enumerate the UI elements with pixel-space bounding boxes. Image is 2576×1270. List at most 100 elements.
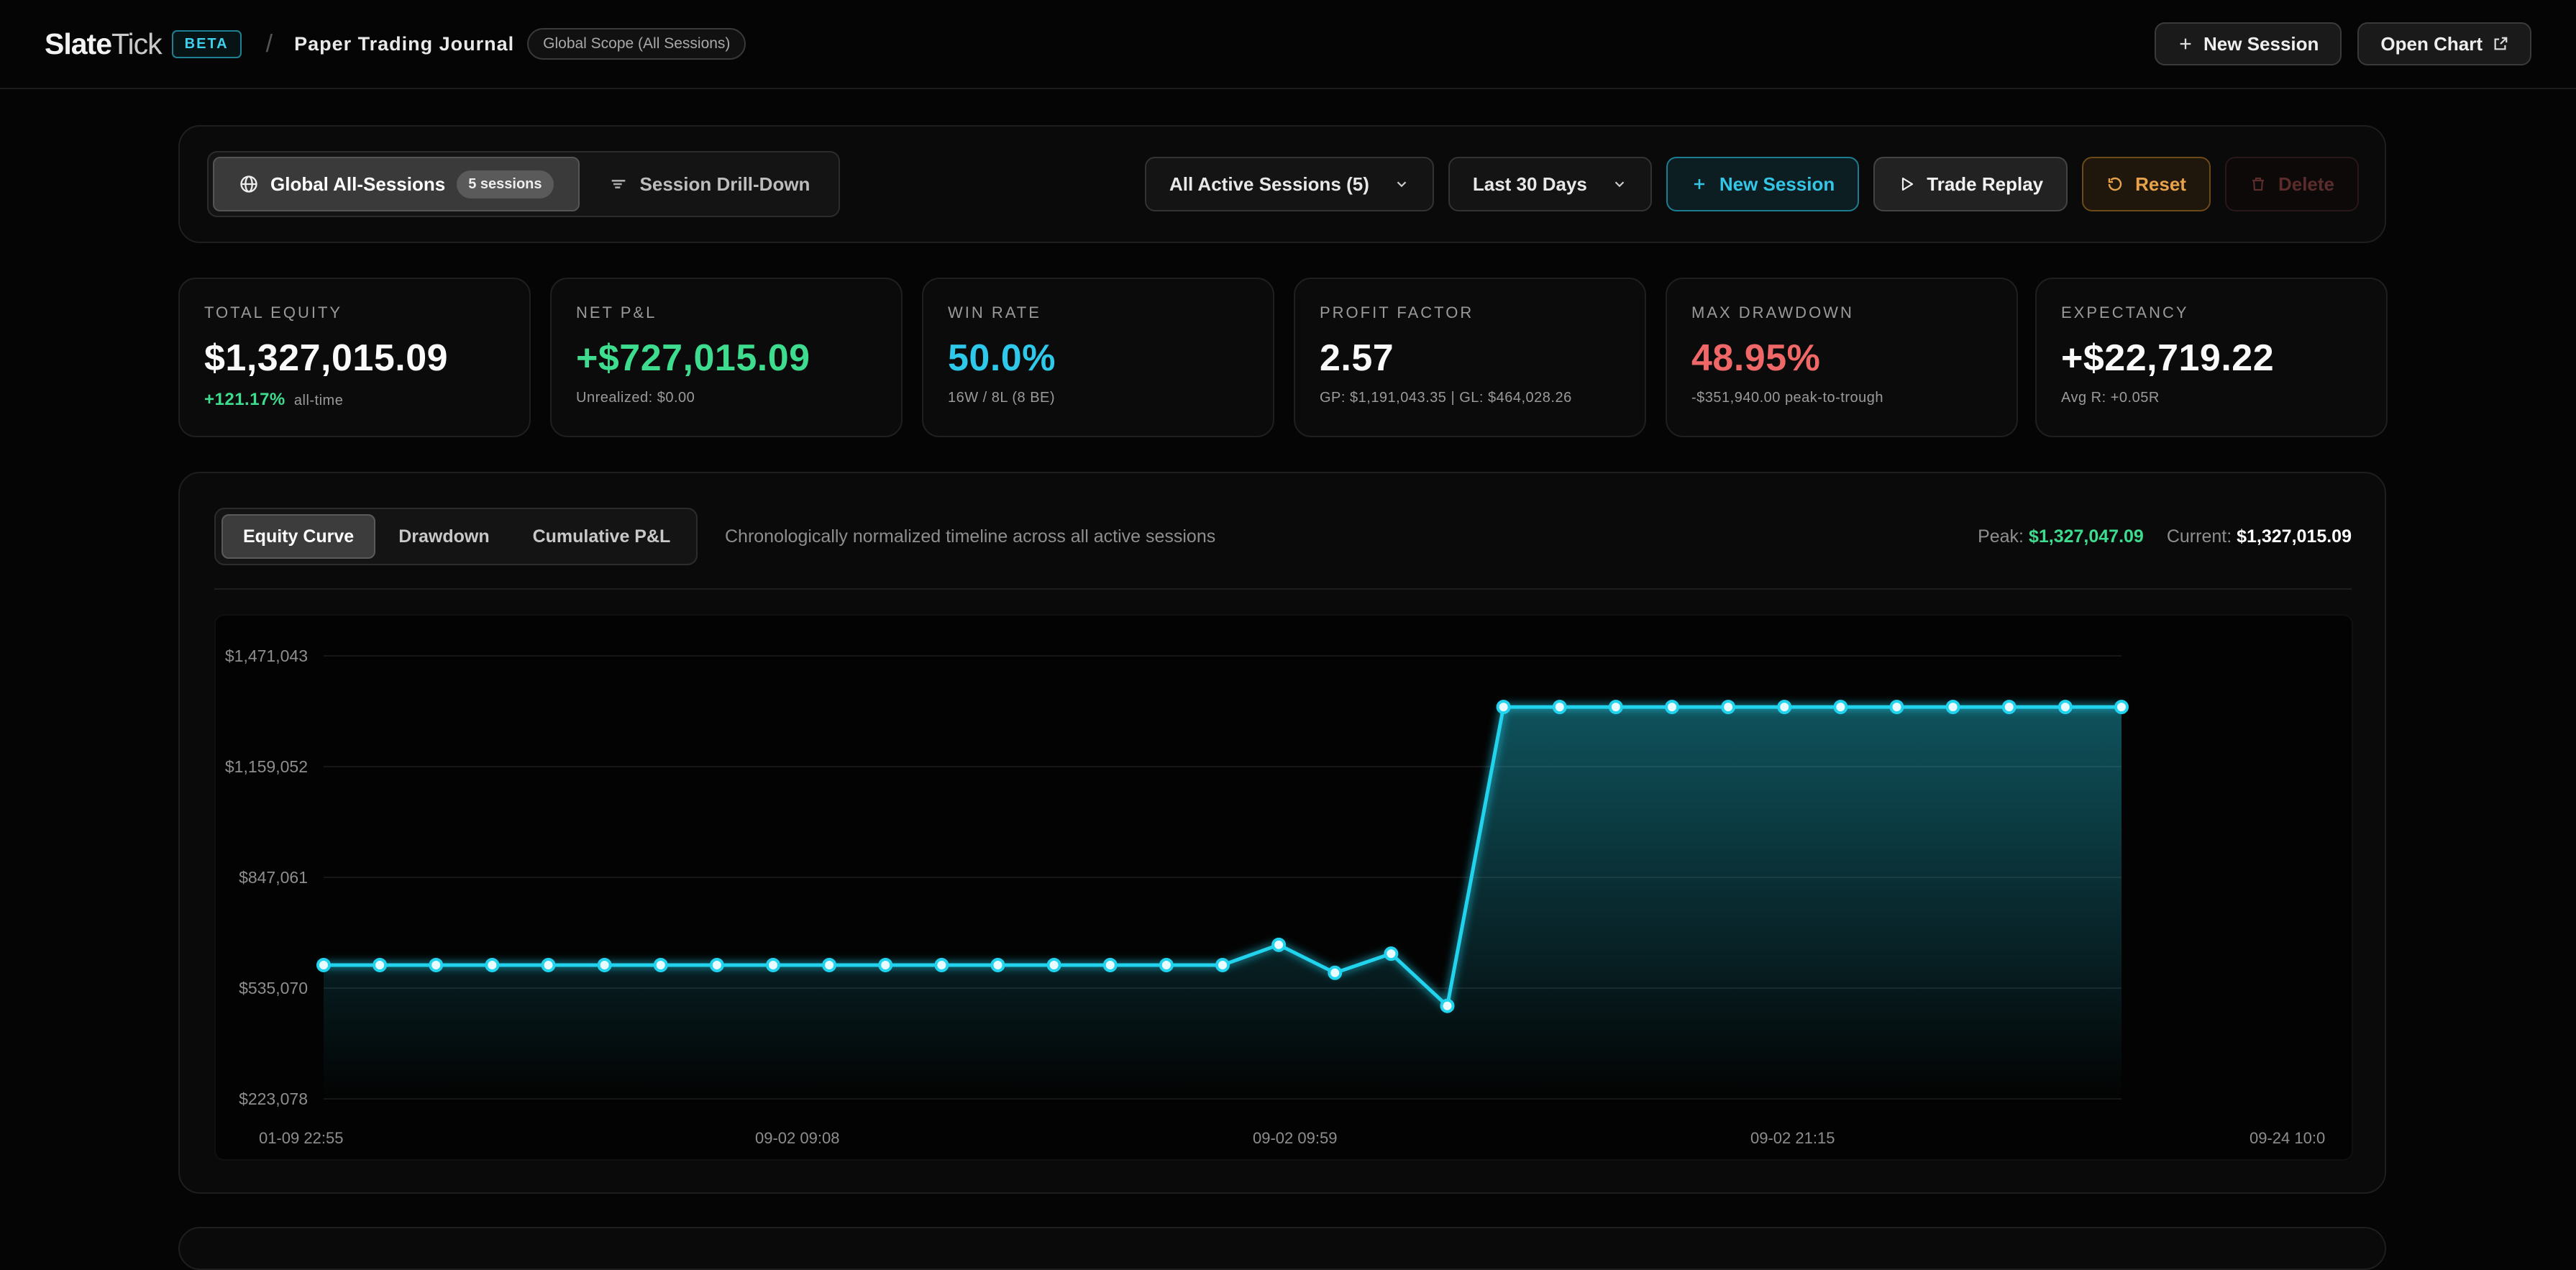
data-point bbox=[485, 957, 500, 972]
stat-sub: 16W / 8L (8 BE) bbox=[948, 390, 1056, 406]
data-point bbox=[1945, 700, 1960, 715]
y-tick-label: $223,078 bbox=[239, 1089, 308, 1108]
stat-card-profit-factor: PROFIT FACTOR 2.57 GP: $1,191,043.35 | G… bbox=[1294, 278, 1646, 437]
page-title: Paper Trading Journal bbox=[294, 32, 515, 55]
filter-lines-icon bbox=[611, 180, 625, 188]
plus-icon bbox=[2180, 38, 2191, 50]
globe-icon bbox=[240, 175, 257, 193]
beta-badge: BETA bbox=[171, 29, 242, 58]
data-point bbox=[1777, 700, 1792, 715]
stat-value: $1,327,015.09 bbox=[204, 337, 449, 379]
chart-tabs: Equity Curve Drawdown Cumulative P&L bbox=[214, 508, 698, 565]
data-point bbox=[1159, 957, 1174, 972]
stat-label: TOTAL EQUITY bbox=[204, 303, 343, 321]
y-tick-label: $847,061 bbox=[239, 868, 308, 887]
chevron-down-icon bbox=[1397, 181, 1407, 188]
stat-sub: GP: $1,191,043.35 | GL: $464,028.26 bbox=[1320, 390, 1572, 406]
stat-sub: Avg R: +0.05R bbox=[2061, 390, 2160, 406]
stat-sub: -$351,940.00 peak-to-trough bbox=[1691, 390, 1884, 406]
session-count-badge: 5 sessions bbox=[457, 170, 554, 198]
stat-label: EXPECTANCY bbox=[2061, 303, 2189, 321]
stat-label: MAX DRAWDOWN bbox=[1691, 303, 1854, 321]
stat-card-expectancy: EXPECTANCY +$22,719.22 Avg R: +0.05R bbox=[2035, 278, 2388, 437]
data-point bbox=[1215, 957, 1230, 972]
stat-value: +$22,719.22 bbox=[2061, 337, 2275, 379]
brand[interactable]: SlateTick BETA bbox=[45, 27, 242, 61]
stat-label: PROFIT FACTOR bbox=[1320, 303, 1474, 321]
data-point bbox=[653, 957, 668, 972]
equity-curve-chart[interactable]: $1,471,043 $1,159,052 $847,061 $535,070 $223… bbox=[216, 616, 2355, 1162]
data-point bbox=[990, 957, 1005, 972]
stat-value: +$727,015.09 bbox=[576, 337, 810, 379]
stat-card-total-equity: TOTAL EQUITY $1,327,015.09 +121.17% all-… bbox=[178, 278, 531, 437]
x-tick-label: 09-02 09:08 bbox=[755, 1129, 839, 1147]
header-new-session-button[interactable]: New Session bbox=[2155, 22, 2342, 65]
data-point bbox=[316, 957, 331, 972]
plus-icon bbox=[1694, 179, 1704, 189]
data-point bbox=[878, 957, 893, 972]
equity-curve-plot[interactable]: $1,471,043 $1,159,052 $847,061 $535,070 $223… bbox=[214, 614, 2353, 1161]
divider bbox=[214, 588, 2352, 590]
data-point bbox=[1496, 700, 1511, 715]
data-point bbox=[1665, 700, 1679, 715]
data-point bbox=[934, 957, 949, 972]
current-readout: Current: $1,327,015.09 bbox=[2166, 526, 2352, 547]
stat-value: 2.57 bbox=[1320, 337, 1394, 379]
stat-value: 48.95% bbox=[1691, 337, 1821, 379]
equity-area bbox=[324, 707, 2121, 1099]
stat-sub: +121.17% all-time bbox=[204, 390, 344, 409]
global-all-sessions-toggle[interactable]: Global All-Sessions 5 sessions bbox=[213, 157, 580, 211]
data-point bbox=[1384, 946, 1399, 961]
chart-description: Chronologically normalized timeline acro… bbox=[725, 526, 1216, 547]
data-point bbox=[1440, 998, 1455, 1013]
stat-sub: Unrealized: $0.00 bbox=[576, 390, 695, 406]
sessions-filter-dropdown[interactable]: All Active Sessions (5) bbox=[1144, 157, 1434, 211]
brand-logo[interactable]: SlateTick bbox=[45, 27, 163, 60]
controls-panel: Global All-Sessions 5 sessions Session D… bbox=[178, 125, 2386, 243]
stat-label: NET P&L bbox=[576, 303, 657, 321]
data-point bbox=[1721, 700, 1736, 715]
x-tick-label: 09-02 09:59 bbox=[1253, 1129, 1337, 1147]
data-point bbox=[1046, 957, 1061, 972]
session-drilldown-toggle[interactable]: Session Drill-Down bbox=[584, 157, 835, 211]
data-point bbox=[541, 957, 556, 972]
y-tick-label: $535,070 bbox=[239, 979, 308, 997]
data-point bbox=[597, 957, 612, 972]
chevron-down-icon bbox=[1614, 181, 1625, 188]
stat-label: WIN RATE bbox=[948, 303, 1041, 321]
data-point bbox=[1889, 700, 1904, 715]
y-tick-label: $1,159,052 bbox=[225, 757, 308, 776]
scope-toggle: Global All-Sessions 5 sessions Session D… bbox=[207, 151, 841, 217]
stat-card-max-drawdown: MAX DRAWDOWN 48.95% -$351,940.00 peak-to… bbox=[1666, 278, 2018, 437]
data-point bbox=[429, 957, 444, 972]
reset-icon bbox=[2108, 177, 2122, 191]
equity-chart-panel: Equity Curve Drawdown Cumulative P&L Chr… bbox=[178, 472, 2386, 1194]
data-point bbox=[766, 957, 780, 972]
tab-drawdown[interactable]: Drawdown bbox=[398, 526, 490, 547]
breadcrumb-separator: / bbox=[265, 29, 273, 58]
peak-readout: Peak: $1,327,047.09 bbox=[1978, 526, 2144, 547]
stat-card-net-pnl: NET P&L +$727,015.09 Unrealized: $0.00 bbox=[550, 278, 903, 437]
new-session-button[interactable]: New Session bbox=[1666, 157, 1860, 211]
tab-cumulative-pnl[interactable]: Cumulative P&L bbox=[532, 526, 671, 547]
lower-panel bbox=[178, 1227, 2386, 1270]
y-tick-label: $1,471,043 bbox=[225, 647, 308, 665]
open-chart-button[interactable]: Open Chart bbox=[2357, 22, 2531, 65]
date-range-dropdown[interactable]: Last 30 Days bbox=[1448, 157, 1652, 211]
x-tick-label: 09-02 21:15 bbox=[1750, 1129, 1835, 1147]
data-point bbox=[822, 957, 837, 972]
data-point bbox=[1608, 700, 1623, 715]
tab-equity-curve[interactable]: Equity Curve bbox=[221, 514, 376, 559]
scope-badge: Global Scope (All Sessions) bbox=[527, 28, 746, 60]
trade-replay-button[interactable]: Trade Replay bbox=[1873, 157, 2068, 211]
data-point bbox=[1833, 700, 1848, 715]
data-point bbox=[373, 957, 388, 972]
delete-button[interactable]: Delete bbox=[2224, 157, 2359, 211]
external-link-icon bbox=[2494, 37, 2508, 50]
data-point bbox=[1102, 957, 1118, 972]
stat-card-win-rate: WIN RATE 50.0% 16W / 8L (8 BE) bbox=[922, 278, 1274, 437]
data-point bbox=[1271, 937, 1287, 952]
reset-button[interactable]: Reset bbox=[2082, 157, 2211, 211]
data-point bbox=[1552, 700, 1567, 715]
data-point bbox=[2057, 700, 2073, 715]
